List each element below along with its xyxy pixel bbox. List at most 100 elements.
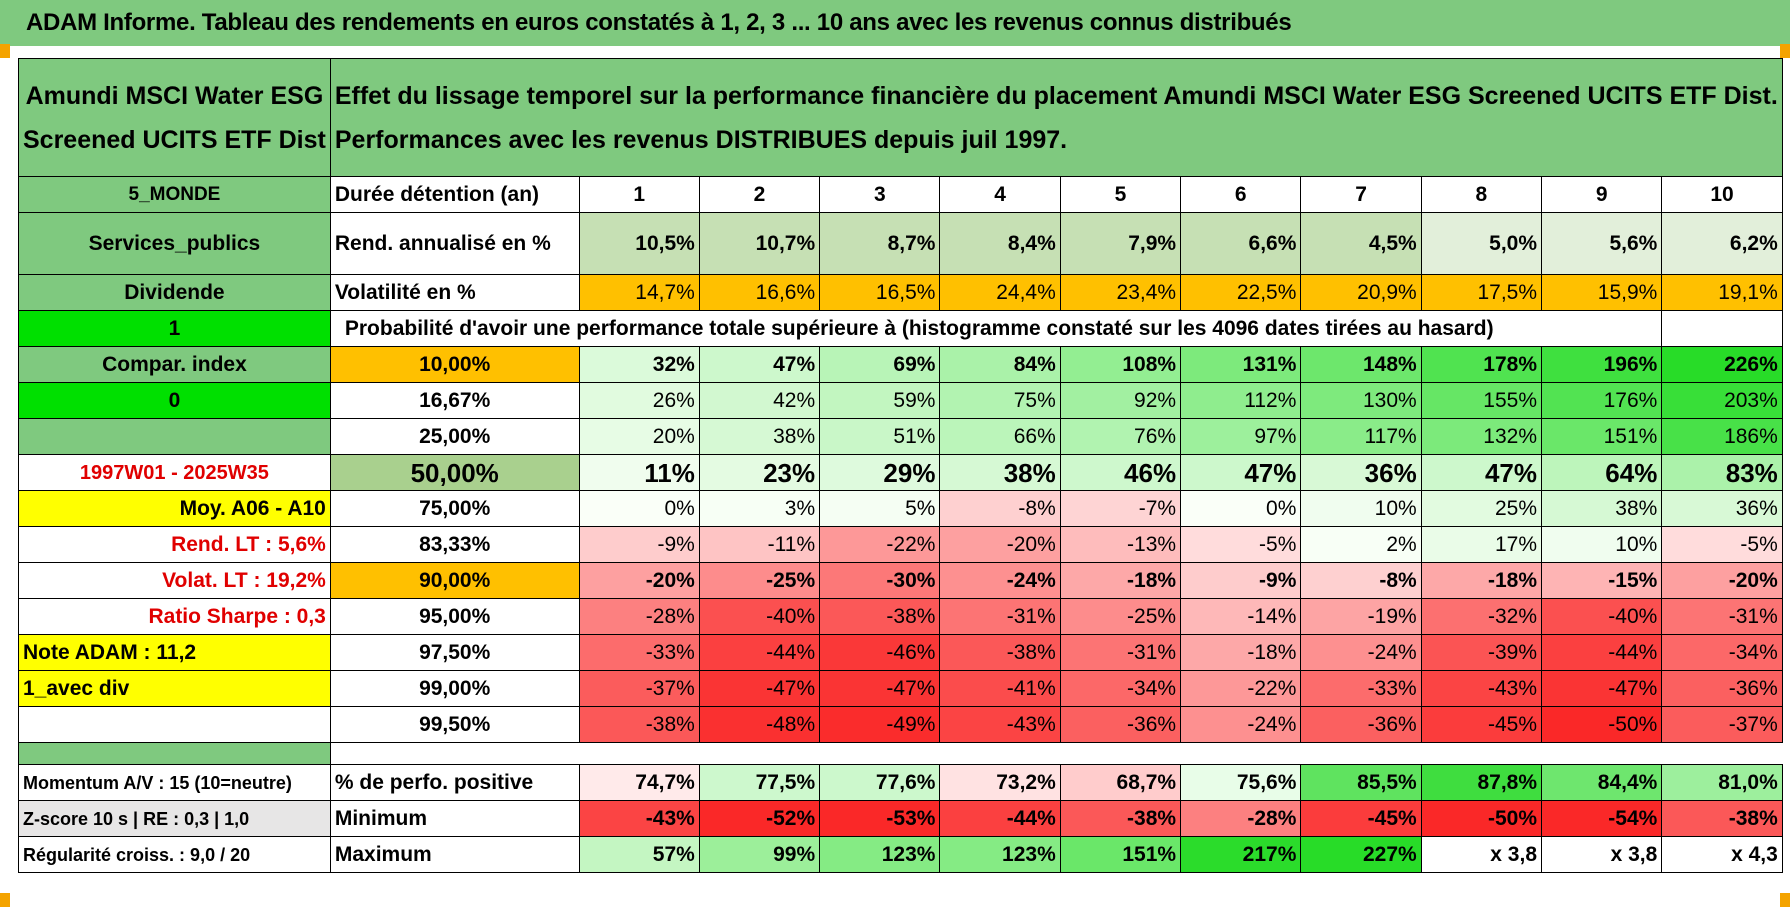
minimum-cell: -28% bbox=[1180, 800, 1302, 837]
prob-value-cell: -20% bbox=[1661, 562, 1783, 599]
prob-value-cell: 59% bbox=[819, 382, 941, 419]
prob-value-cell: -31% bbox=[1059, 634, 1182, 671]
prob-value-cell: -9% bbox=[1180, 562, 1302, 599]
prob-value-cell: -44% bbox=[1541, 634, 1663, 671]
year-header: 3 bbox=[819, 176, 941, 213]
prob-value-cell: -44% bbox=[698, 634, 821, 671]
prob-value-cell: -37% bbox=[1661, 706, 1783, 743]
prob-value-cell: 2% bbox=[1300, 526, 1422, 563]
prob-value-cell: -33% bbox=[578, 634, 700, 671]
prob-value-cell: -8% bbox=[1300, 562, 1422, 599]
prob-level-cell: 99,00% bbox=[329, 670, 580, 707]
perfo-pos-cell: 84,4% bbox=[1541, 764, 1663, 801]
fund-name-line1: Amundi MSCI Water ESG bbox=[25, 81, 324, 110]
zone-label: 5_MONDE bbox=[18, 176, 331, 213]
prob-value-cell: -20% bbox=[939, 526, 1061, 563]
prob-value-cell: 64% bbox=[1541, 454, 1663, 491]
perfo-pos-cell: 68,7% bbox=[1059, 764, 1182, 801]
prob-value-cell: -43% bbox=[1420, 670, 1543, 707]
prob-value-cell: -45% bbox=[1420, 706, 1543, 743]
prob-value-cell: 203% bbox=[1661, 382, 1783, 419]
prob-value-cell: -38% bbox=[578, 706, 700, 743]
corner-marker bbox=[0, 44, 10, 58]
volat-cell: 17,5% bbox=[1420, 274, 1543, 311]
prob-value-cell: 130% bbox=[1300, 382, 1422, 419]
year-header: 8 bbox=[1420, 176, 1543, 213]
prob-value-cell: -47% bbox=[819, 670, 941, 707]
minimum-cell: -38% bbox=[1661, 800, 1783, 837]
prob-value-cell: -14% bbox=[1180, 598, 1302, 635]
prob-value-cell: 5% bbox=[819, 490, 941, 527]
corner-marker bbox=[0, 893, 10, 907]
period-label: 1997W01 - 2025W35 bbox=[18, 454, 331, 491]
prob-value-cell: -25% bbox=[1059, 598, 1182, 635]
prob-value-cell: -47% bbox=[698, 670, 821, 707]
perfo-pos-cell: 73,2% bbox=[939, 764, 1061, 801]
prob-value-cell: -28% bbox=[578, 598, 700, 635]
prob-value-cell: -9% bbox=[578, 526, 700, 563]
year-header: 10 bbox=[1661, 176, 1783, 213]
corner-marker bbox=[1780, 44, 1790, 58]
maximum-cell: 227% bbox=[1300, 836, 1422, 873]
prob-value-cell: 97% bbox=[1180, 418, 1302, 455]
prob-value-cell: -36% bbox=[1300, 706, 1422, 743]
prob-value-cell: -36% bbox=[1059, 706, 1182, 743]
prob-value-cell: 132% bbox=[1420, 418, 1543, 455]
rend-cell: 5,0% bbox=[1420, 212, 1543, 275]
perfo-pos-cell: 75,6% bbox=[1180, 764, 1302, 801]
minimum-cell: -50% bbox=[1420, 800, 1543, 837]
prob-value-cell: -24% bbox=[939, 562, 1061, 599]
rend-cell: 10,5% bbox=[578, 212, 700, 275]
prob-value-cell: 92% bbox=[1059, 382, 1182, 419]
prob-value-cell: -18% bbox=[1420, 562, 1543, 599]
prob-value-cell: 38% bbox=[1541, 490, 1663, 527]
fund-name-cell: Amundi MSCI Water ESG Screened UCITS ETF… bbox=[18, 58, 331, 177]
prob-value-cell: -30% bbox=[819, 562, 941, 599]
prob-value-cell: -22% bbox=[819, 526, 941, 563]
prob-value-cell: 3% bbox=[698, 490, 821, 527]
prob-value-cell: 32% bbox=[578, 346, 700, 383]
prob-level-cell: 16,67% bbox=[329, 382, 580, 419]
year-header: 2 bbox=[698, 176, 821, 213]
prob-value-cell: -37% bbox=[578, 670, 700, 707]
prob-value-cell: -15% bbox=[1541, 562, 1663, 599]
prob-value-cell: -31% bbox=[1661, 598, 1783, 635]
volat-cell: 24,4% bbox=[939, 274, 1061, 311]
prob-value-cell: 117% bbox=[1300, 418, 1422, 455]
volat-cell: 22,5% bbox=[1180, 274, 1302, 311]
prob-value-cell: 25% bbox=[1420, 490, 1543, 527]
rend-lt-label: Rend. LT : 5,6% bbox=[18, 526, 331, 563]
title-bar: ADAM Informe. Tableau des rendements en … bbox=[0, 0, 1790, 46]
rend-cell: 8,7% bbox=[819, 212, 941, 275]
prob-level-cell: 95,00% bbox=[329, 598, 580, 635]
prob-value-cell: 76% bbox=[1059, 418, 1182, 455]
prob-value-cell: -50% bbox=[1541, 706, 1663, 743]
returns-table: Amundi MSCI Water ESG Screened UCITS ETF… bbox=[18, 58, 1783, 873]
minimum-label: Minimum bbox=[329, 800, 580, 837]
prob-value-cell: 186% bbox=[1661, 418, 1783, 455]
year-header: 6 bbox=[1180, 176, 1302, 213]
minimum-cell: -54% bbox=[1541, 800, 1663, 837]
prob-value-cell: -25% bbox=[698, 562, 821, 599]
prob-value-cell: -47% bbox=[1541, 670, 1663, 707]
prob-value-cell: 10% bbox=[1300, 490, 1422, 527]
page-title: ADAM Informe. Tableau des rendements en … bbox=[26, 9, 1292, 36]
rend-cell: 6,2% bbox=[1661, 212, 1783, 275]
rend-cell: 7,9% bbox=[1059, 212, 1182, 275]
prob-value-cell: 155% bbox=[1420, 382, 1543, 419]
prob-value-cell: -24% bbox=[1180, 706, 1302, 743]
zscore-label: Z-score 10 s | RE : 0,3 | 1,0 bbox=[18, 800, 331, 837]
prob-value-cell: -33% bbox=[1300, 670, 1422, 707]
prob-value-cell: -18% bbox=[1059, 562, 1182, 599]
perfo-pos-cell: 87,8% bbox=[1420, 764, 1543, 801]
minimum-cell: -45% bbox=[1300, 800, 1422, 837]
prob-value-cell: 148% bbox=[1300, 346, 1422, 383]
prob-value-cell: 176% bbox=[1541, 382, 1663, 419]
prob-value-cell: -40% bbox=[698, 598, 821, 635]
maximum-cell: 123% bbox=[819, 836, 941, 873]
maximum-cell: 217% bbox=[1180, 836, 1302, 873]
prob-value-cell: 84% bbox=[939, 346, 1061, 383]
prob-value-cell: 36% bbox=[1300, 454, 1422, 491]
prob-value-cell: 47% bbox=[1180, 454, 1302, 491]
prob-value-cell: -41% bbox=[939, 670, 1061, 707]
